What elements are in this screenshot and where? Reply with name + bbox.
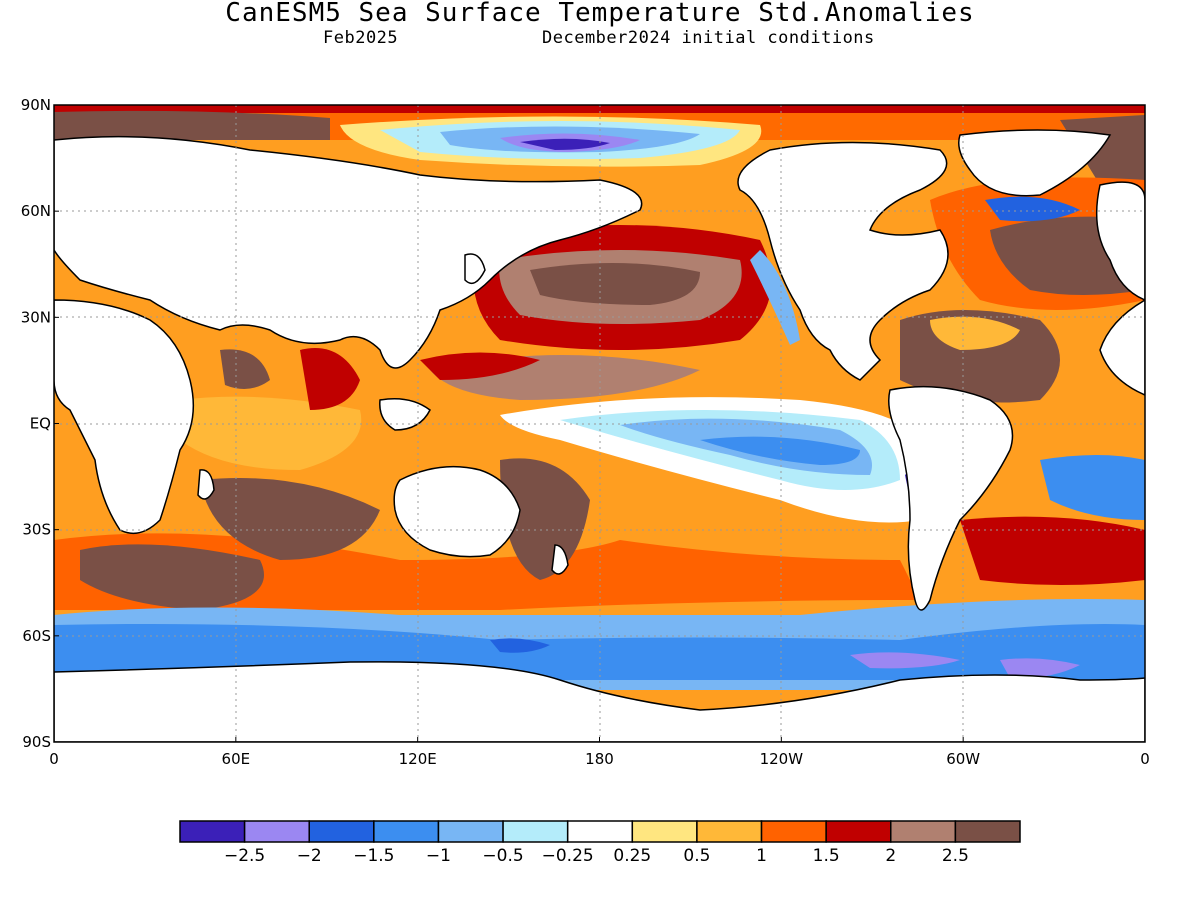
arctic-cold-core [520, 138, 610, 150]
borneo-indonesia [379, 398, 431, 431]
eurasia [54, 135, 643, 369]
australia [393, 465, 521, 558]
madagascar [197, 469, 215, 500]
x-tick-label: 0 [1140, 750, 1150, 768]
colorbar-swatch [696, 820, 763, 843]
la-nina-cool-core [700, 436, 860, 465]
colorbar-label: −0.25 [542, 846, 594, 866]
colorbar-swatch [308, 820, 375, 843]
california-coast-cool [750, 250, 800, 345]
colorbar-label: 2 [885, 846, 896, 866]
y-tick-label: EQ [30, 415, 51, 433]
colorbar-swatch [954, 820, 1021, 843]
chart-title: CanESM5 Sea Surface Temperature Std.Anom… [225, 0, 975, 28]
graticule [54, 105, 1145, 742]
colorbar-label: −2 [297, 846, 322, 866]
amundsen-sea-cold [850, 652, 960, 669]
south-indian-warm-anomaly-west [80, 544, 264, 610]
africa [54, 299, 195, 535]
map-plot-area [54, 105, 1145, 742]
new-zealand [551, 544, 569, 575]
arctic-warm-band [54, 105, 1145, 113]
weddell-sea-cold [1000, 658, 1080, 679]
colorbar-label: 0.5 [683, 846, 710, 866]
arctic-warm-anomaly-west [54, 110, 330, 140]
y-tick-label: 90S [22, 733, 51, 751]
forecast-month: Feb2025 [323, 28, 399, 48]
initial-conditions: December2024 initial conditions [542, 28, 875, 48]
greenland [958, 129, 1112, 197]
colorbar-label: −0.5 [482, 846, 523, 866]
y-tick-label: 30N [21, 308, 51, 326]
y-tick-label: 90N [21, 96, 51, 114]
antarctica [54, 661, 1145, 742]
gulf-stream-region [930, 316, 1020, 350]
x-tick-label: 60E [222, 750, 251, 768]
x-tick-label: 0 [49, 750, 59, 768]
south-atlantic-cool [1040, 455, 1145, 520]
bay-of-bengal-warm [300, 348, 360, 410]
colorbar-swatch [631, 820, 698, 843]
colorbar-swatch [373, 820, 440, 843]
y-tick-label: 60N [21, 202, 51, 220]
x-tick-label: 120E [399, 750, 437, 768]
x-axis: 0 60E 120E 180 120W 60W 0 [49, 737, 1150, 768]
tasman-warm-anomaly [500, 458, 590, 580]
colorbar-label: 1 [756, 846, 767, 866]
colorbar-label: 0.25 [613, 846, 651, 866]
colorbar: −2.5 −2 −1.5 −1 −0.5 −0.25 0.25 0.5 1 1.5 2 2.5 [179, 820, 1021, 866]
y-axis: 90N 60N 30N EQ 30S 60S 90S [21, 96, 59, 751]
tropical-indian-ocean [180, 396, 362, 470]
colorbar-swatch [243, 820, 310, 843]
colorbar-label: 2.5 [942, 846, 969, 866]
x-tick-label: 180 [585, 750, 614, 768]
colorbar-swatch [760, 820, 827, 843]
warm-pool [420, 352, 540, 380]
labrador-sea-cold [985, 196, 1080, 222]
europe-west [1095, 181, 1145, 301]
colorbar-swatch [566, 820, 634, 843]
ross-sea-cold [490, 638, 550, 653]
y-tick-label: 60S [22, 627, 51, 645]
colorbar-swatch [179, 820, 246, 843]
y-tick-label: 30S [22, 521, 51, 539]
x-tick-label: 120W [760, 750, 804, 768]
colorbar-label: −1 [426, 846, 451, 866]
colorbar-swatch [502, 820, 569, 843]
north-pacific-core [530, 262, 700, 305]
colorbar-swatch [890, 820, 957, 843]
colorbar-label: 1.5 [813, 846, 840, 866]
arabian-sea-warm [220, 349, 270, 389]
colorbar-swatch [437, 820, 504, 843]
colorbar-label: −2.5 [224, 846, 265, 866]
south-america [888, 385, 1014, 611]
south-atlantic-warm [960, 516, 1145, 585]
colorbar-swatch [825, 820, 892, 843]
north-america [737, 141, 949, 381]
x-tick-label: 60W [946, 750, 980, 768]
africa-east-side [1099, 299, 1145, 396]
south-indian-warm-anomaly [200, 478, 380, 560]
colorbar-label: −1.5 [353, 846, 394, 866]
continents [54, 129, 1145, 742]
japan [464, 253, 486, 285]
